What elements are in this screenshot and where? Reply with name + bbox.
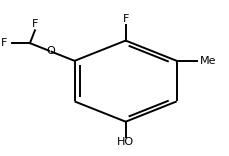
Text: HO: HO (117, 137, 134, 147)
Text: F: F (1, 38, 7, 48)
Text: F: F (32, 19, 38, 29)
Text: Me: Me (199, 56, 215, 66)
Text: O: O (46, 46, 55, 56)
Text: F: F (122, 14, 128, 24)
